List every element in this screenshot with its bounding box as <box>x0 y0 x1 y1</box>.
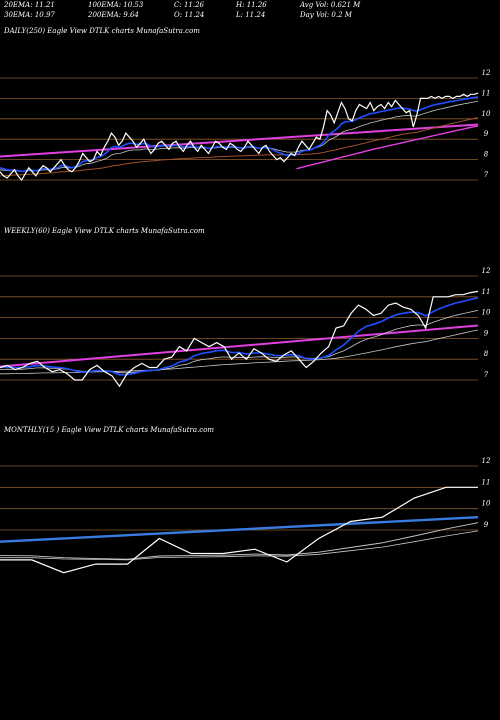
daily-ema-fast-line <box>0 96 479 173</box>
day-vol-label: Day Vol: 0.2 M <box>300 11 352 19</box>
weekly-ema-mid-line <box>0 309 479 374</box>
ema200-label: 200EMA: 9.64 <box>88 11 139 19</box>
daily-tick-label-8: 8 <box>484 151 489 159</box>
weekly-trend-line <box>0 324 479 368</box>
weekly-ema-fast-line <box>0 297 479 376</box>
weekly-tick-label-9: 9 <box>484 329 489 337</box>
daily-tick-label-11: 11 <box>482 89 491 97</box>
daily-tick-label-10: 10 <box>482 110 491 118</box>
daily-trend-line <box>0 123 479 158</box>
weekly-tick-label-12: 12 <box>482 267 491 275</box>
monthly-trend-line <box>0 516 479 543</box>
weekly-panel-title: WEEKLY(60) Eagle View DTLK charts Munafa… <box>4 227 205 235</box>
open-label: O: 11.24 <box>174 11 205 19</box>
monthly-tick-label-10: 10 <box>482 500 491 508</box>
daily-ema100-line <box>0 117 479 177</box>
daily-ema-mid-line <box>0 100 479 172</box>
monthly-tick-label-12: 12 <box>482 457 491 465</box>
weekly-tick-label-8: 8 <box>484 350 489 358</box>
weekly-tick-label-10: 10 <box>482 309 491 317</box>
daily-tick-label-12: 12 <box>482 69 491 77</box>
ema20-label: 20EMA: 11.21 <box>4 1 55 9</box>
ema100-label: 100EMA: 10.53 <box>88 1 144 9</box>
weekly-price-line <box>0 290 479 388</box>
monthly-panel-title: MONTHLY(15 ) Eagle View DTLK charts Muna… <box>4 426 215 434</box>
daily-tick-label-9: 9 <box>484 130 489 138</box>
ema30-label: 30EMA: 10.97 <box>4 11 55 19</box>
monthly-price-line <box>0 486 478 574</box>
high-label: H: 11.26 <box>236 1 267 9</box>
weekly-tick-label-7: 7 <box>484 371 489 379</box>
monthly-tick-label-11: 11 <box>482 478 491 486</box>
monthly-tick-label-9: 9 <box>484 521 489 529</box>
daily-price-line <box>0 92 479 182</box>
daily-ema200-line <box>296 125 479 170</box>
monthly-ema-fast-line <box>0 522 479 560</box>
daily-tick-label-7: 7 <box>484 171 489 179</box>
close-label: C: 11.26 <box>174 1 204 9</box>
daily-panel-title: DAILY(250) Eagle View DTLK charts Munafa… <box>4 27 200 35</box>
low-label: L: 11.24 <box>236 11 266 19</box>
weekly-tick-label-11: 11 <box>482 288 491 296</box>
avg-vol-label: Avg Vol: 0.621 M <box>300 1 361 9</box>
monthly-ema-mid-line <box>0 530 479 561</box>
